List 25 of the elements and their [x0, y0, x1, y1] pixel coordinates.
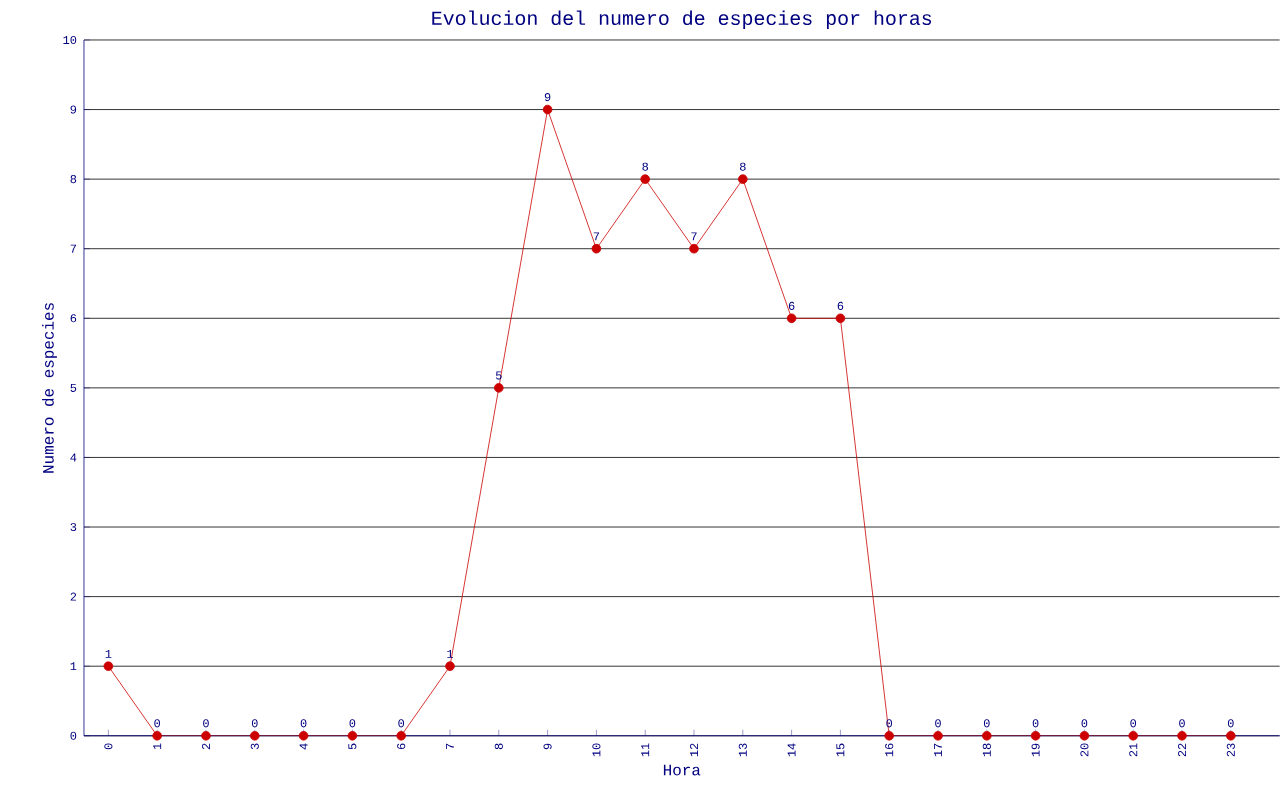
point: [1030, 731, 1041, 741]
point: [640, 174, 650, 185]
point: [1079, 731, 1090, 741]
point: [689, 244, 699, 254]
point: [933, 731, 943, 741]
point: [884, 731, 894, 741]
point: [347, 731, 358, 741]
point: [494, 383, 504, 393]
point: [786, 313, 797, 324]
point: [542, 104, 553, 115]
point: [445, 661, 455, 672]
point: [103, 661, 114, 672]
point: [250, 731, 260, 741]
chart-title: Evolucion del numero de especies por horas: [432, 10, 932, 30]
point: [1226, 731, 1236, 741]
point: [591, 244, 602, 254]
point: [201, 731, 211, 741]
point: [1177, 731, 1187, 741]
point: [982, 731, 992, 741]
point: [396, 731, 406, 741]
point: [152, 731, 162, 741]
point: [1128, 731, 1138, 741]
point: [298, 731, 309, 741]
point: [738, 174, 748, 185]
point: [835, 313, 846, 324]
